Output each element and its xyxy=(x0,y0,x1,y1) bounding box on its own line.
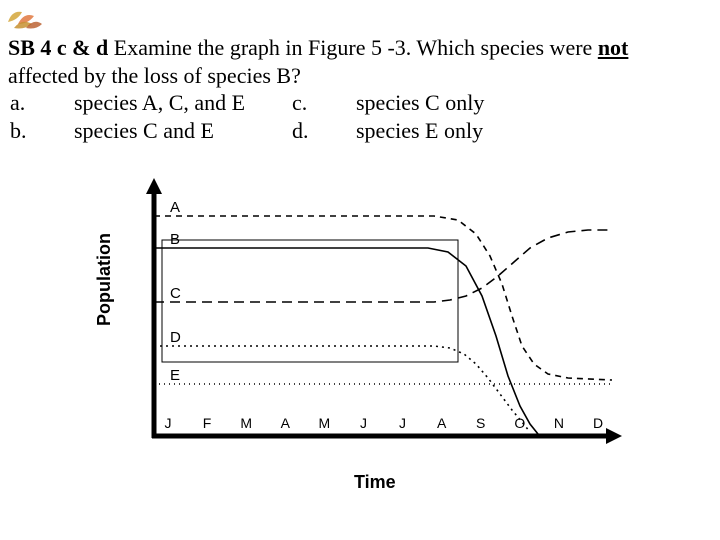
options-table: a. species A, C, and E c. species C only… xyxy=(8,88,564,146)
svg-text:F: F xyxy=(203,415,212,431)
svg-text:J: J xyxy=(399,415,406,431)
question-line1: Examine the graph in Figure 5 -3. Which … xyxy=(108,35,598,60)
option-c-label: c. xyxy=(292,90,354,116)
option-d-text: species E only xyxy=(356,118,562,144)
y-axis-label: Population xyxy=(94,233,115,326)
svg-text:M: M xyxy=(240,415,252,431)
option-b-label: b. xyxy=(10,118,72,144)
question-line2: affected by the loss of species B? xyxy=(8,63,301,88)
option-a-label: a. xyxy=(10,90,72,116)
question-text: SB 4 c & d Examine the graph in Figure 5… xyxy=(8,34,712,89)
x-axis-label: Time xyxy=(354,472,396,493)
svg-text:A: A xyxy=(281,415,291,431)
option-c-text: species C only xyxy=(356,90,562,116)
svg-text:J: J xyxy=(360,415,367,431)
svg-text:J: J xyxy=(165,415,172,431)
svg-text:S: S xyxy=(476,415,485,431)
svg-text:D: D xyxy=(593,415,603,431)
leaf-bullet-icon xyxy=(4,4,44,37)
option-b-text: species C and E xyxy=(74,118,290,144)
option-d-label: d. xyxy=(292,118,354,144)
svg-text:C: C xyxy=(170,285,181,302)
population-chart: Population JFMAMJJASONDABCDE Time xyxy=(98,176,638,496)
svg-text:N: N xyxy=(554,415,564,431)
svg-text:M: M xyxy=(319,415,331,431)
question-prefix: SB 4 c & d xyxy=(8,35,108,60)
chart-svg: JFMAMJJASONDABCDE xyxy=(98,176,638,496)
svg-text:A: A xyxy=(170,199,180,216)
option-a-text: species A, C, and E xyxy=(74,90,290,116)
question-not: not xyxy=(598,35,629,60)
svg-text:D: D xyxy=(170,329,181,346)
svg-text:E: E xyxy=(170,367,180,384)
svg-text:A: A xyxy=(437,415,447,431)
